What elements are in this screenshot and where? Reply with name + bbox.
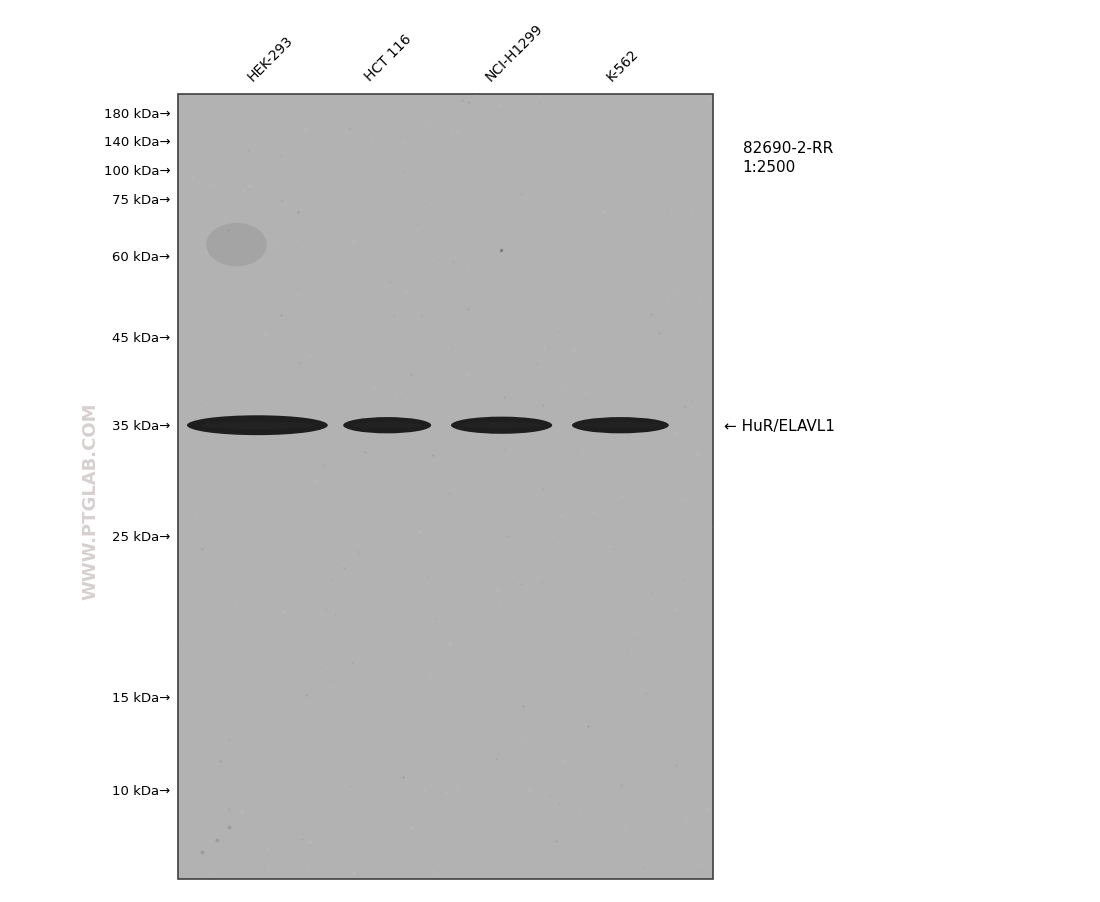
Text: ← HuR/ELAVL1: ← HuR/ELAVL1 [724, 419, 835, 433]
Text: 75 kDa→: 75 kDa→ [112, 194, 170, 207]
Text: 25 kDa→: 25 kDa→ [112, 530, 170, 543]
Text: 45 kDa→: 45 kDa→ [112, 332, 170, 345]
Ellipse shape [343, 418, 431, 434]
Text: HCT 116: HCT 116 [362, 32, 414, 84]
Ellipse shape [207, 224, 266, 267]
Text: 35 kDa→: 35 kDa→ [112, 419, 170, 432]
Text: K-562: K-562 [604, 47, 641, 84]
Ellipse shape [451, 417, 552, 435]
Text: 82690-2-RR
1:2500: 82690-2-RR 1:2500 [742, 141, 833, 175]
Bar [178, 95, 713, 879]
Text: 140 kDa→: 140 kDa→ [103, 136, 170, 149]
Ellipse shape [572, 418, 669, 434]
Text: 60 kDa→: 60 kDa→ [112, 251, 170, 263]
Ellipse shape [187, 416, 328, 436]
Text: NCI-H1299: NCI-H1299 [483, 22, 546, 84]
Text: 15 kDa→: 15 kDa→ [112, 691, 170, 704]
Ellipse shape [352, 422, 422, 429]
Ellipse shape [201, 422, 313, 429]
Text: HEK-293: HEK-293 [245, 33, 296, 84]
Text: WWW.PTGLAB.COM: WWW.PTGLAB.COM [81, 402, 99, 599]
Text: 180 kDa→: 180 kDa→ [103, 108, 170, 121]
Ellipse shape [582, 422, 659, 429]
Ellipse shape [461, 422, 542, 429]
Text: 100 kDa→: 100 kDa→ [103, 165, 170, 178]
Text: 10 kDa→: 10 kDa→ [112, 784, 170, 796]
